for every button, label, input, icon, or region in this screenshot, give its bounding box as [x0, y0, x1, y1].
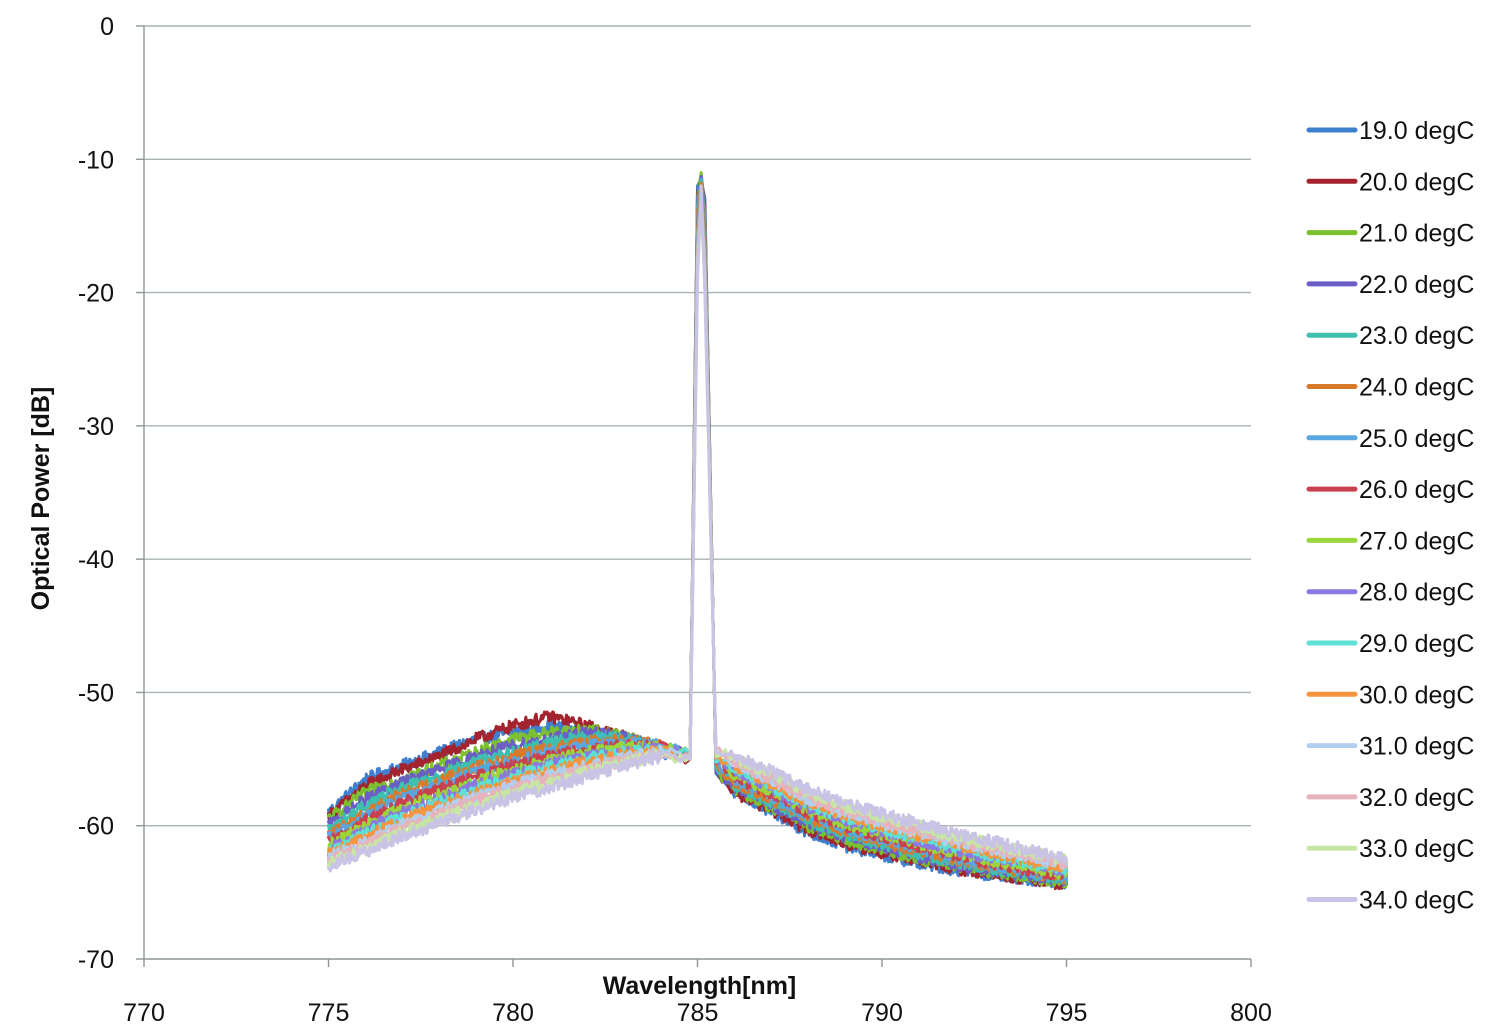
legend-label: 32.0 degC — [1359, 784, 1474, 812]
x-tick-label: 800 — [1230, 999, 1272, 1026]
x-tick-label: 775 — [308, 999, 350, 1026]
series-line-24-0-degc — [327, 181, 1068, 885]
legend-item: 26.0 degC — [1306, 476, 1474, 504]
y-axis-title: Optical Power [dB] — [27, 387, 55, 611]
legend-label: 34.0 degC — [1359, 887, 1474, 915]
legend-label: 23.0 degC — [1359, 322, 1474, 350]
legend-label: 21.0 degC — [1359, 220, 1474, 248]
legend-label: 26.0 degC — [1359, 476, 1474, 504]
legend-item: 31.0 degC — [1306, 733, 1474, 761]
legend-item: 19.0 degC — [1306, 117, 1474, 145]
tick-labels: 0 -10 -20 -30 -40 -50 -60 -70 770 775 780 785 790 795… — [78, 13, 1272, 1026]
legend-label: 27.0 degC — [1359, 527, 1474, 555]
legend-item: 29.0 degC — [1306, 630, 1474, 658]
data-series — [327, 171, 1068, 891]
legend-item: 28.0 degC — [1306, 579, 1474, 607]
y-tick-label: -20 — [78, 280, 114, 308]
legend-item: 27.0 degC — [1306, 527, 1474, 555]
legend-label: 33.0 degC — [1359, 835, 1474, 863]
legend-item: 34.0 degC — [1306, 887, 1474, 915]
y-tick-label: -50 — [78, 679, 114, 707]
x-tick-label: 795 — [1046, 999, 1088, 1026]
legend-label: 28.0 degC — [1359, 579, 1474, 607]
y-tick-label: -60 — [78, 813, 114, 841]
gridlines — [144, 25, 1251, 827]
x-tick-label: 770 — [123, 999, 165, 1026]
legend-label: 22.0 degC — [1359, 271, 1474, 299]
legend-label: 19.0 degC — [1359, 117, 1474, 145]
legend-item: 23.0 degC — [1306, 322, 1474, 350]
y-tick-label: 0 — [100, 13, 114, 41]
x-tick-label: 790 — [861, 999, 903, 1026]
legend-label: 31.0 degC — [1359, 733, 1474, 761]
legend-label: 29.0 degC — [1359, 630, 1474, 658]
x-tick-label: 780 — [492, 999, 534, 1026]
axes — [136, 25, 1252, 967]
series-line-34-0-degc — [327, 184, 1068, 873]
y-tick-label: -70 — [78, 946, 114, 974]
legend-label: 20.0 degC — [1359, 168, 1474, 196]
legend-item: 32.0 degC — [1306, 784, 1474, 812]
legend-item: 20.0 degC — [1306, 168, 1474, 196]
y-tick-label: -40 — [78, 546, 114, 574]
legend-item: 21.0 degC — [1306, 220, 1474, 248]
legend-label: 25.0 degC — [1359, 425, 1474, 453]
legend-item: 25.0 degC — [1306, 425, 1474, 453]
legend: 19.0 degC 20.0 degC 21.0 degC 22.0 degC 23.0… — [1306, 117, 1474, 915]
legend-item: 24.0 degC — [1306, 374, 1474, 402]
legend-item: 22.0 degC — [1306, 271, 1474, 299]
y-tick-label: -10 — [78, 146, 114, 174]
legend-item: 33.0 degC — [1306, 835, 1474, 863]
x-axis-title: Wavelength[nm] — [603, 972, 797, 1000]
legend-label: 24.0 degC — [1359, 374, 1474, 402]
x-tick-label: 785 — [677, 999, 719, 1026]
legend-label: 30.0 degC — [1359, 681, 1474, 709]
y-tick-label: -30 — [78, 413, 114, 441]
legend-item: 30.0 degC — [1306, 681, 1474, 709]
